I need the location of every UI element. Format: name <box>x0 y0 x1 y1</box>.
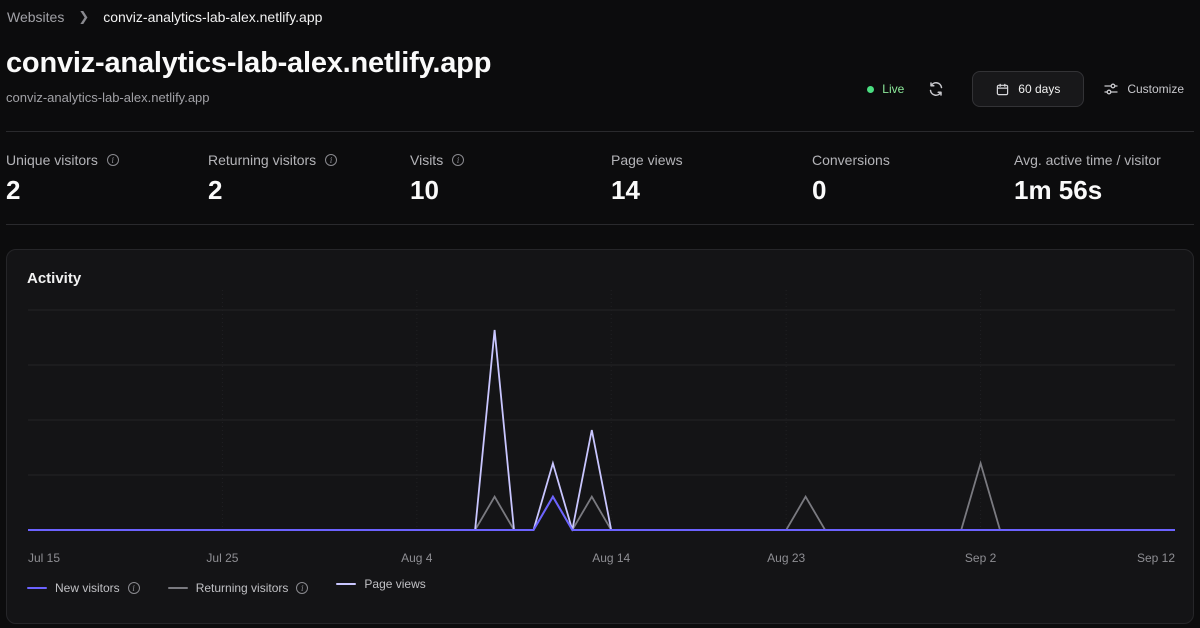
activity-title: Activity <box>27 270 82 287</box>
stat-label: Unique visitors <box>6 152 98 168</box>
stat-label: Page views <box>611 152 683 168</box>
stat-conversions: Conversions 0 <box>812 152 890 206</box>
legend-swatch <box>27 587 47 589</box>
live-dot-icon <box>867 85 875 93</box>
legend-label: Returning visitors <box>195 581 289 595</box>
calendar-icon <box>997 83 1009 95</box>
live-indicator: Live <box>867 82 904 96</box>
breadcrumb-current: conviz-analytics-lab-alex.netlify.app <box>103 9 323 25</box>
stats-divider <box>6 224 1194 225</box>
breadcrumb-websites-link[interactable]: Websites <box>7 9 65 25</box>
live-label: Live <box>882 82 905 96</box>
breadcrumb: Websites ❯ conviz-analytics-lab-alex.net… <box>7 9 322 25</box>
refresh-icon <box>930 82 943 96</box>
stat-returning-visitors: Returning visitors i 2 <box>208 152 338 206</box>
x-tick-label: Jul 25 <box>206 551 238 565</box>
legend-label: Page views <box>364 577 426 591</box>
customize-label: Customize <box>1127 82 1184 96</box>
legend-returning-visitors[interactable]: Returning visitors i <box>167 581 309 595</box>
page-subtitle: conviz-analytics-lab-alex.netlify.app <box>6 90 210 105</box>
activity-card: Activity Jul 15 Jul 25 Aug 4 Aug 14 Aug 23 Se… <box>6 249 1194 624</box>
stat-unique-visitors: Unique visitors i 2 <box>6 152 119 206</box>
date-range-label: 60 days <box>1018 82 1061 96</box>
stat-value: 2 <box>6 175 21 205</box>
stat-value: 10 <box>410 175 439 205</box>
info-icon[interactable]: i <box>452 154 465 166</box>
info-icon[interactable]: i <box>296 582 309 594</box>
stats-row: Unique visitors i 2 Returning visitors i 2… <box>6 152 1200 212</box>
stat-label: Returning visitors <box>208 152 317 168</box>
x-tick-label: Sep 12 <box>1137 551 1175 565</box>
stat-value: 0 <box>812 175 827 205</box>
legend-new-visitors[interactable]: New visitors i <box>27 581 140 595</box>
stat-label: Avg. active time / visitor <box>1014 152 1161 168</box>
stat-value: 1m 56s <box>1014 175 1103 205</box>
sliders-icon <box>1104 83 1118 95</box>
info-icon[interactable]: i <box>106 154 119 166</box>
info-icon[interactable]: i <box>127 582 140 594</box>
legend-page-views[interactable]: Page views <box>336 577 426 591</box>
stat-page-views: Page views 14 <box>611 152 683 206</box>
legend-swatch <box>167 587 188 589</box>
stat-avg-active-time: Avg. active time / visitor 1m 56s <box>1014 152 1161 206</box>
x-tick-label: Sep 2 <box>965 551 997 565</box>
x-tick-label: Aug 14 <box>592 551 630 565</box>
info-icon[interactable]: i <box>325 154 338 166</box>
stat-value: 14 <box>611 175 640 205</box>
chart-legend: New visitors i Returning visitors i Page… <box>27 577 454 595</box>
stat-value: 2 <box>208 175 223 205</box>
x-tick-label: Aug 4 <box>401 551 433 565</box>
date-range-button[interactable]: 60 days <box>972 71 1085 107</box>
chevron-right-icon: ❯ <box>78 9 90 24</box>
legend-label: New visitors <box>55 581 120 595</box>
series-line-returning-visitors <box>28 460 1175 532</box>
customize-button[interactable]: Customize <box>1104 82 1184 96</box>
header-actions: Live 60 days Customize <box>867 71 1184 107</box>
stat-label: Visits <box>410 152 444 168</box>
x-tick-label: Aug 23 <box>767 551 805 565</box>
page-title: conviz-analytics-lab-alex.netlify.app <box>6 47 492 79</box>
activity-chart[interactable]: Jul 15 Jul 25 Aug 4 Aug 14 Aug 23 Sep 2 Sep 12 <box>7 250 1194 624</box>
stat-visits: Visits i 10 <box>410 152 465 206</box>
legend-swatch <box>336 583 357 585</box>
stat-label: Conversions <box>812 152 890 168</box>
header-divider <box>6 131 1194 132</box>
refresh-button[interactable] <box>926 79 946 99</box>
series-line-new-visitors <box>28 494 1175 531</box>
x-tick-label: Jul 15 <box>28 551 60 565</box>
series-line-page-views <box>28 329 1175 531</box>
